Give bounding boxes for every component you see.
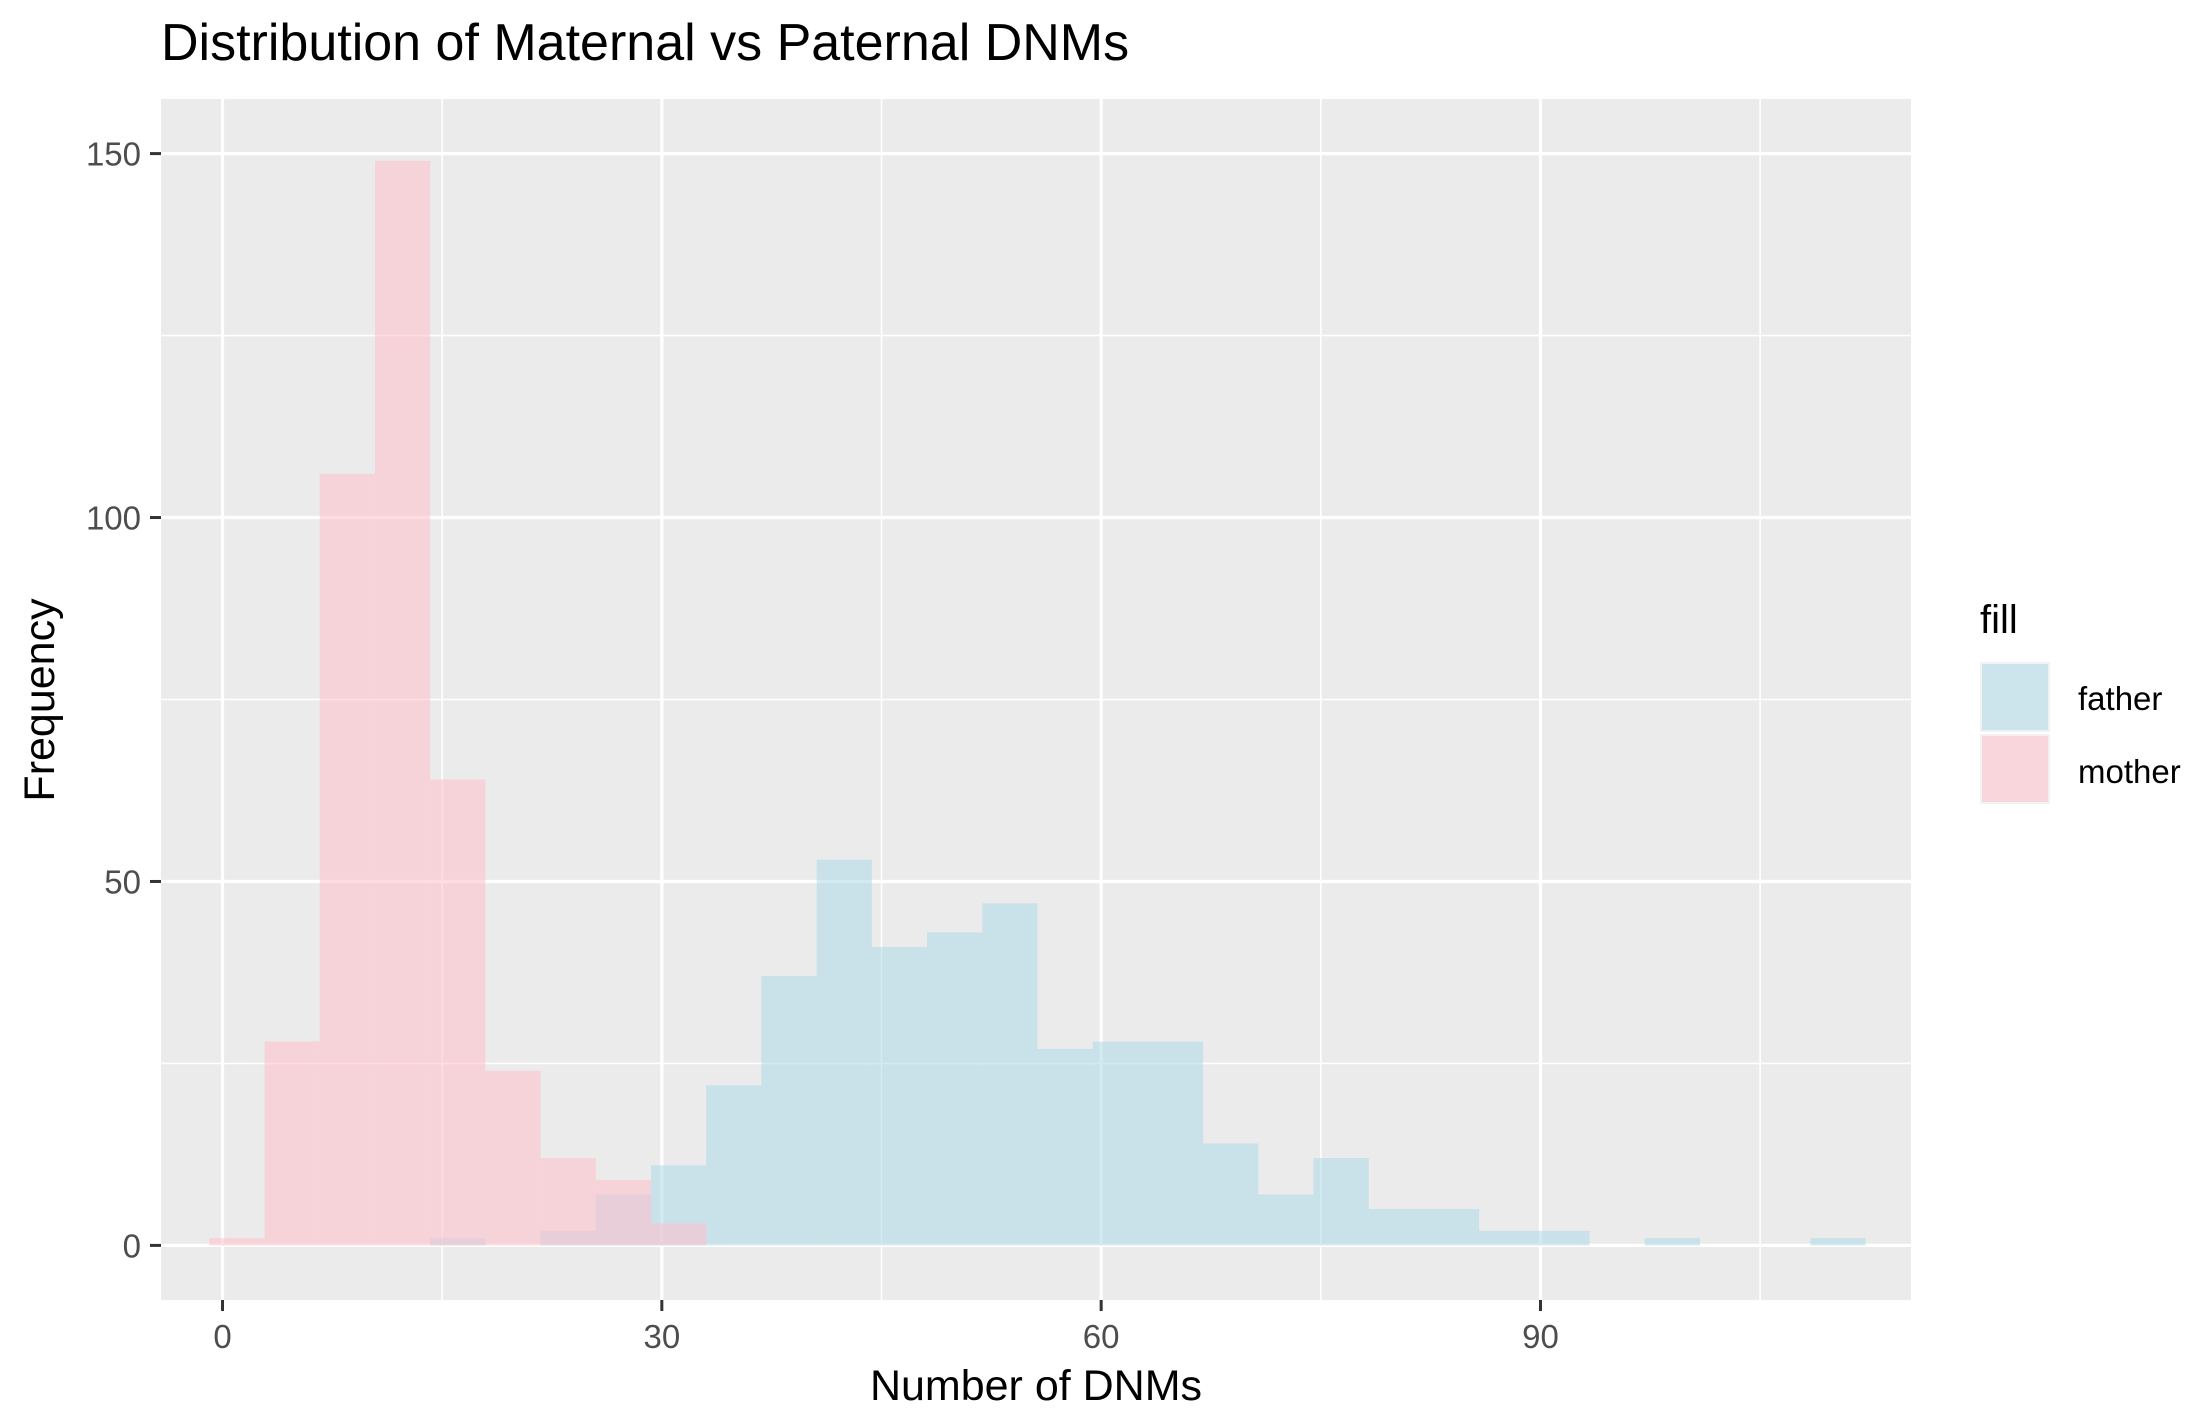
y-tick-label: 150 <box>86 136 141 173</box>
father-bar <box>1479 1230 1535 1246</box>
father-bar <box>982 903 1038 1246</box>
father-bar <box>927 932 983 1246</box>
father-bar <box>1368 1209 1424 1246</box>
legend-label-mother: mother <box>2078 753 2181 790</box>
y-axis: 0 50 100 150 <box>86 136 161 1264</box>
legend-label-father: father <box>2078 680 2162 717</box>
x-tick-label: 0 <box>213 1318 231 1355</box>
father-bar <box>1092 1041 1148 1246</box>
legend-title: fill <box>1980 598 2018 642</box>
y-tick-label: 50 <box>104 863 141 900</box>
chart-title: Distribution of Maternal vs Paternal DNM… <box>161 14 1129 72</box>
legend-swatch-father <box>1982 664 2048 730</box>
x-tick-label: 60 <box>1083 1318 1120 1355</box>
y-tick-label: 100 <box>86 500 141 537</box>
x-tick-label: 30 <box>643 1318 680 1355</box>
father-bar <box>706 1085 762 1246</box>
mother-bars <box>209 160 707 1246</box>
father-bar <box>1810 1238 1866 1246</box>
x-axis-title: Number of DNMs <box>870 1362 1202 1410</box>
mother-bar <box>374 160 431 1246</box>
y-tick-label: 0 <box>123 1227 141 1264</box>
y-axis-title: Frequency <box>16 598 64 802</box>
father-bar <box>1423 1209 1480 1246</box>
mother-bar <box>651 1223 707 1246</box>
father-bar <box>871 946 928 1246</box>
mother-bar <box>264 1041 320 1246</box>
father-bar <box>1313 1158 1369 1246</box>
mother-bar <box>540 1158 596 1246</box>
mother-bar <box>485 1070 541 1246</box>
legend-swatch-mother <box>1982 736 2048 802</box>
x-axis: 0 30 60 90 <box>213 1300 1559 1355</box>
father-bar <box>1147 1041 1204 1246</box>
father-bar <box>1037 1048 1093 1246</box>
father-bar <box>1534 1230 1590 1246</box>
mother-bar <box>209 1238 265 1246</box>
x-tick-label: 90 <box>1522 1318 1559 1355</box>
father-bar <box>1258 1194 1314 1246</box>
minor-gridlines <box>161 99 1911 1300</box>
father-bar <box>816 859 872 1246</box>
mother-bar <box>430 779 486 1246</box>
father-bar <box>761 976 817 1246</box>
mother-bar <box>595 1179 651 1246</box>
father-bar <box>1203 1143 1259 1246</box>
mother-bar <box>319 473 375 1246</box>
legend: fill father mother <box>1980 598 2181 804</box>
father-bar <box>1644 1238 1700 1246</box>
